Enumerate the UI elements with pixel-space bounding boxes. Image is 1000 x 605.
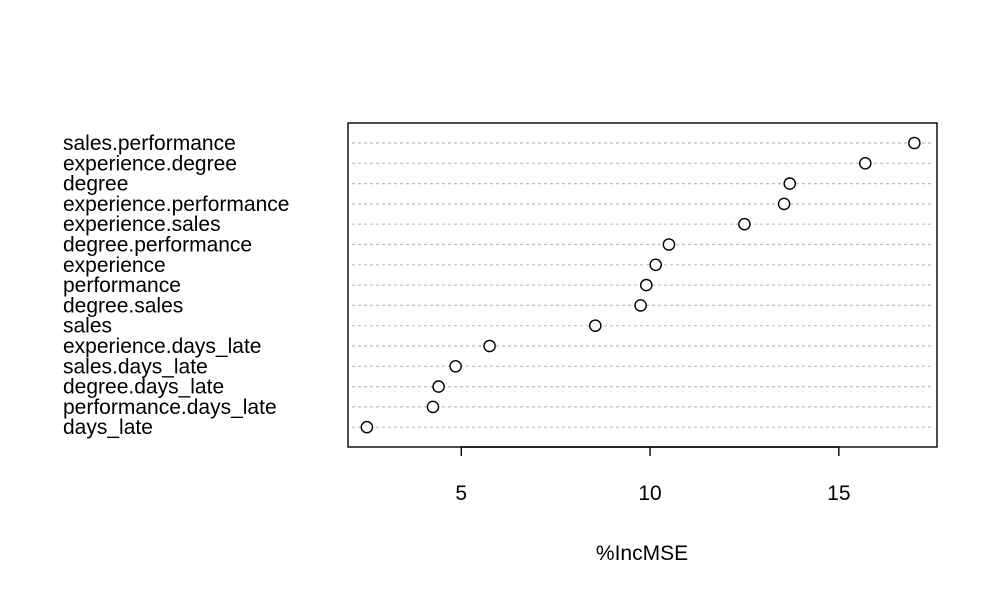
data-point-degree.sales — [634, 299, 647, 312]
category-label-experience.degree: experience.degree — [63, 152, 237, 175]
x-tick-label-15: 15 — [827, 482, 850, 505]
category-label-degree.performance: degree.performance — [63, 234, 252, 257]
category-label-degree.days_late: degree.days_late — [63, 376, 224, 399]
x-tick-label-5: 5 — [455, 482, 467, 505]
data-point-degree — [783, 177, 797, 190]
data-point-degree.performance — [662, 238, 676, 251]
data-point-sales.performance — [908, 136, 921, 150]
data-point-performance — [639, 278, 653, 292]
category-label-days_late: days_late — [63, 416, 153, 439]
data-point-days_late — [360, 420, 374, 434]
data-point-sales.days_late — [449, 359, 462, 373]
category-labels: sales.performanceexperience.degreedegree… — [63, 132, 289, 439]
category-label-experience.sales: experience.sales — [63, 213, 221, 236]
x-axis: 5 10 15 — [455, 446, 851, 505]
x-axis-title: %IncMSE — [596, 542, 688, 565]
category-label-performance: performance — [63, 274, 181, 297]
data-point-degree.days_late — [432, 380, 445, 393]
data-point-experience.sales — [738, 217, 751, 231]
data-point-sales — [589, 319, 602, 333]
category-label-sales.performance: sales.performance — [63, 132, 236, 155]
category-label-sales.days_late: sales.days_late — [63, 355, 208, 378]
category-label-experience.performance: experience.performance — [63, 193, 289, 216]
grid-lines — [352, 142, 933, 428]
category-label-degree: degree — [63, 173, 128, 196]
data-point-experience.degree — [858, 156, 872, 170]
data-point-experience — [649, 258, 663, 272]
data-point-performance.days_late — [426, 400, 440, 414]
category-label-performance.days_late: performance.days_late — [63, 396, 277, 419]
data-point-experience.days_late — [483, 339, 496, 353]
data-point-experience.performance — [777, 197, 791, 211]
category-label-degree.sales: degree.sales — [63, 294, 183, 317]
category-label-sales: sales — [63, 315, 112, 338]
x-tick-label-10: 10 — [638, 482, 661, 505]
category-label-experience.days_late: experience.days_late — [63, 335, 261, 358]
category-label-experience: experience — [63, 254, 166, 277]
data-points — [360, 136, 921, 434]
